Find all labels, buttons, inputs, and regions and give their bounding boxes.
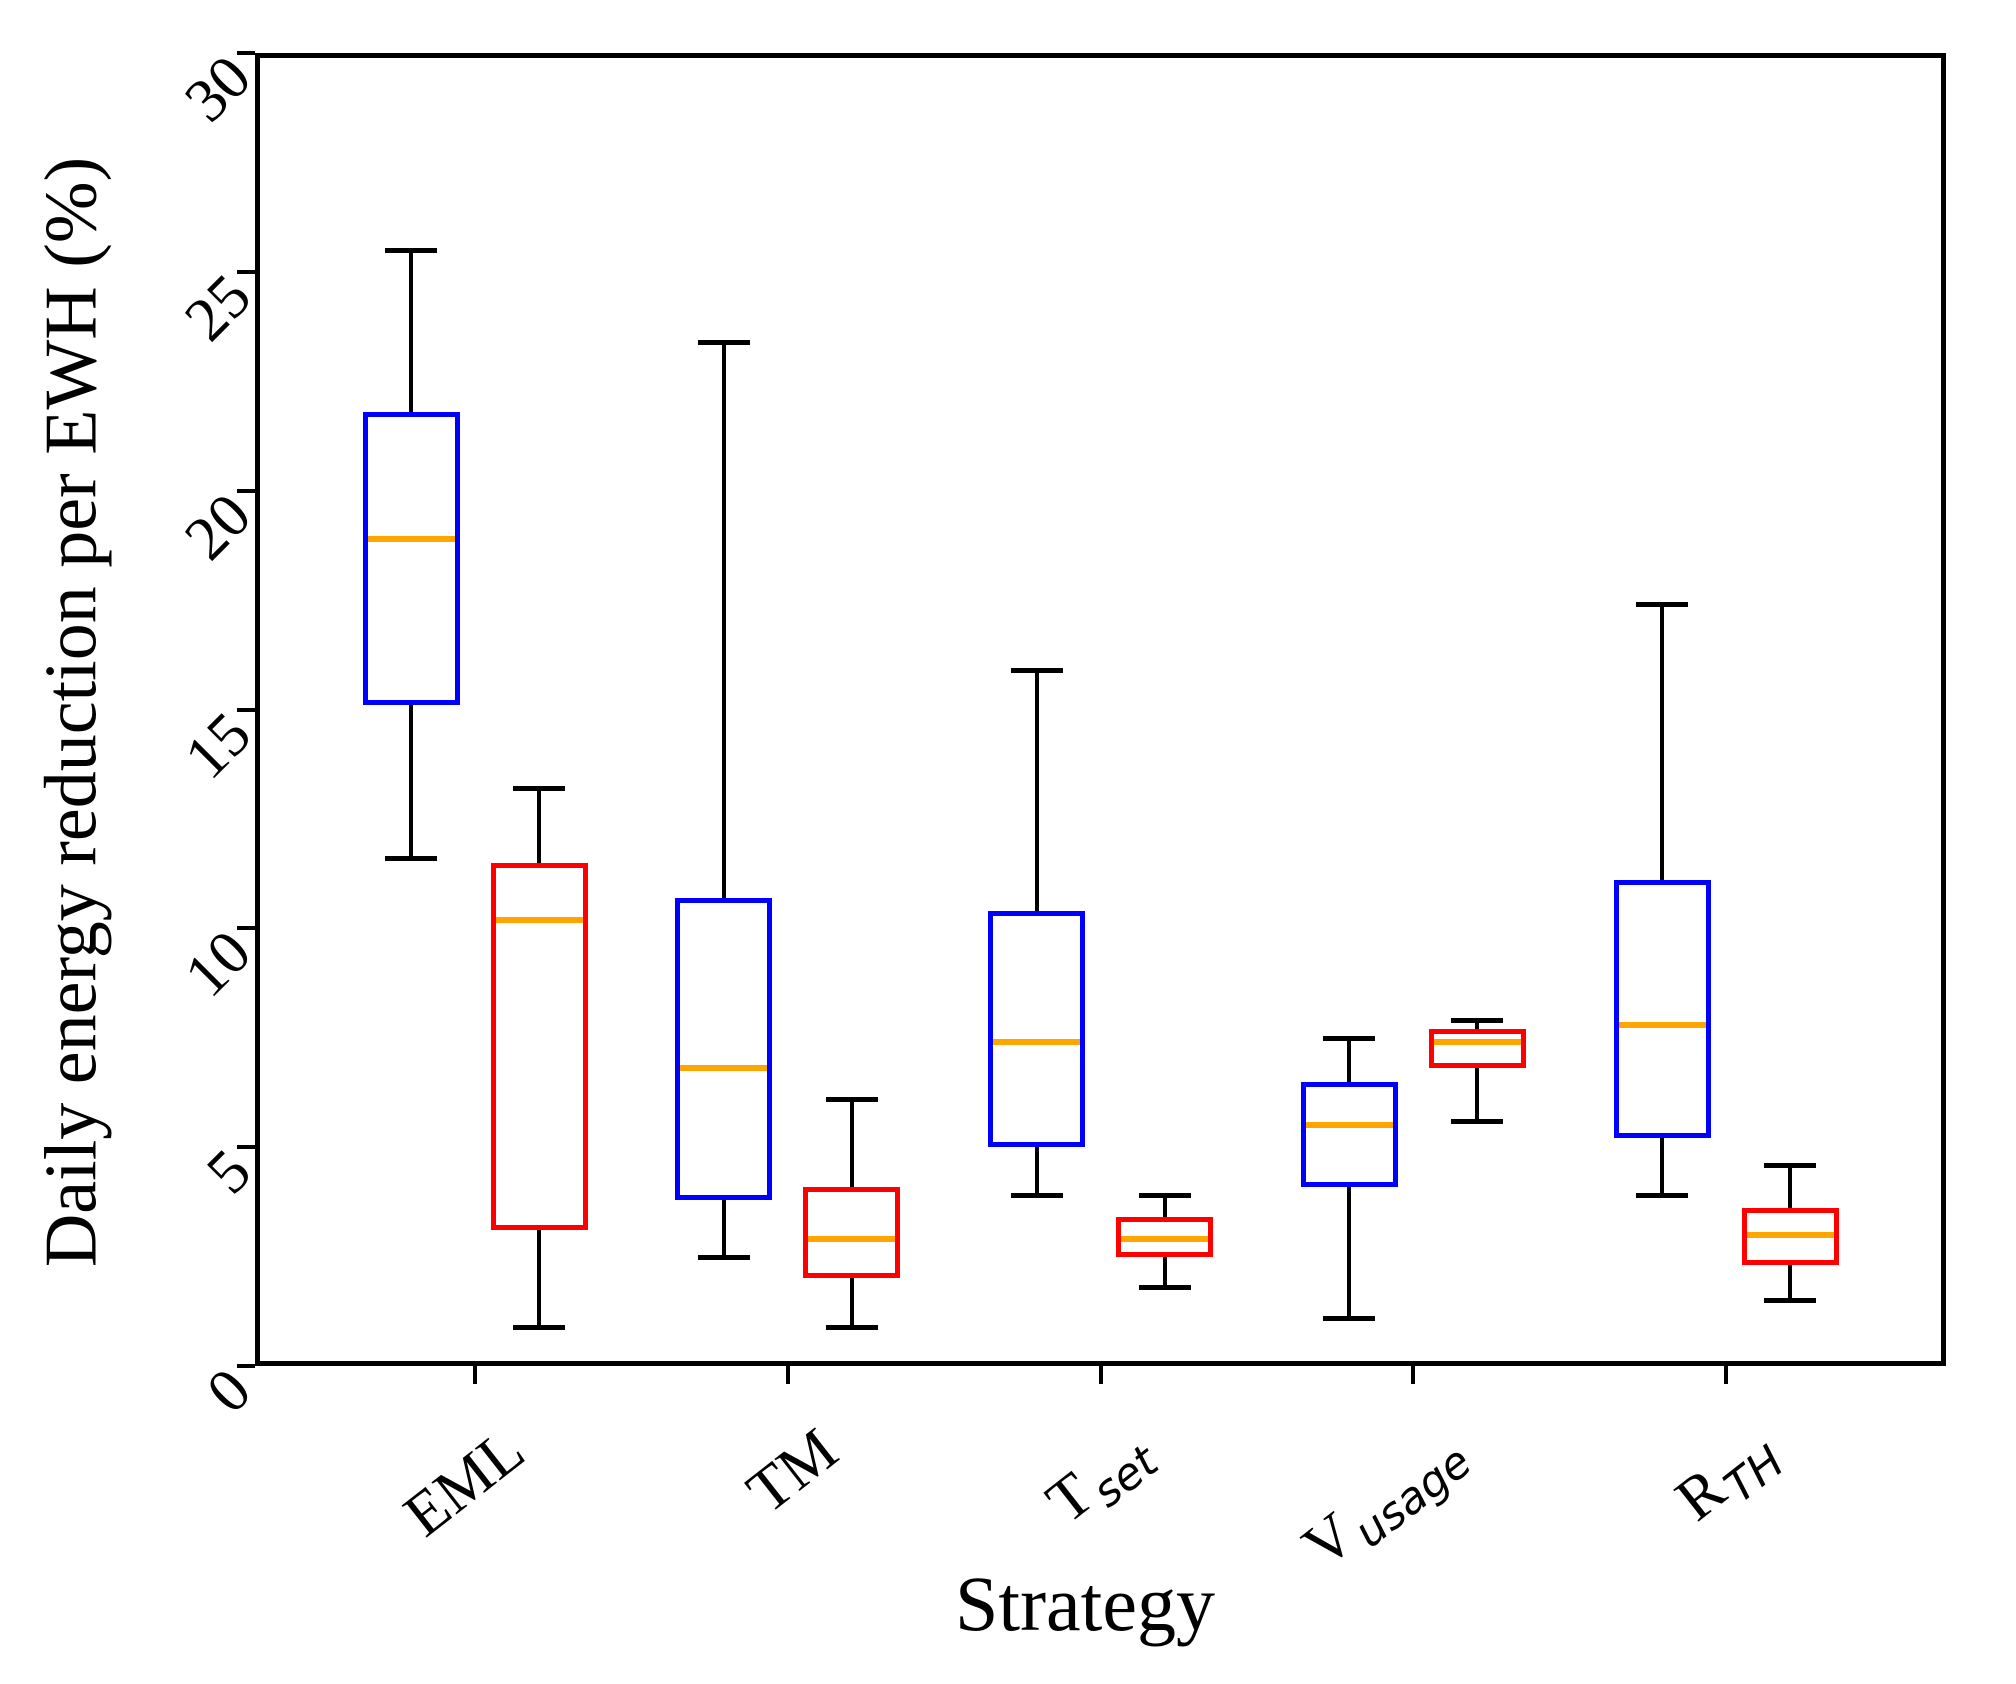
blue-box bbox=[1300, 1081, 1398, 1187]
median-line bbox=[680, 1065, 768, 1072]
upper-whisker-line bbox=[409, 249, 413, 412]
red-box bbox=[803, 1186, 901, 1279]
blue-box bbox=[988, 910, 1085, 1148]
lower-whisker-line bbox=[721, 1199, 726, 1257]
upper-whisker-line bbox=[1475, 1020, 1480, 1029]
lower-whisker-line bbox=[1660, 1138, 1664, 1196]
upper-whisker-line bbox=[1788, 1164, 1792, 1209]
x-axis-title: Strategy bbox=[955, 1560, 1215, 1647]
lower-whisker-line bbox=[537, 1230, 541, 1327]
upper-whisker-line bbox=[1034, 670, 1039, 911]
upper-whisker-line bbox=[1347, 1037, 1352, 1082]
upper-whisker-line bbox=[537, 788, 541, 863]
lower-whisker-cap bbox=[1010, 1193, 1063, 1199]
y-tick bbox=[237, 51, 255, 55]
upper-whisker-line bbox=[721, 341, 726, 898]
lower-whisker-cap bbox=[825, 1324, 878, 1330]
upper-whisker-cap bbox=[1138, 1193, 1191, 1199]
upper-whisker-line bbox=[1660, 604, 1664, 881]
red-box bbox=[1428, 1028, 1526, 1069]
x-tick-label: EML bbox=[392, 1415, 538, 1550]
median-line bbox=[1121, 1236, 1208, 1243]
x-tick bbox=[1724, 1366, 1728, 1384]
upper-whisker-cap bbox=[1451, 1018, 1504, 1024]
y-tick-label: 10 bbox=[172, 918, 265, 1011]
plot-area bbox=[255, 53, 1946, 1366]
median-line bbox=[808, 1236, 896, 1243]
upper-whisker-cap bbox=[513, 786, 565, 792]
upper-whisker-cap bbox=[1636, 602, 1688, 608]
median-line bbox=[1618, 1021, 1706, 1028]
lower-whisker-cap bbox=[697, 1254, 750, 1260]
y-tick-label: 30 bbox=[172, 42, 265, 135]
blue-box bbox=[675, 897, 773, 1200]
lower-whisker-line bbox=[1788, 1265, 1792, 1301]
x-tick-label: RTH bbox=[1663, 1418, 1793, 1536]
x-tick-label-main: EML bbox=[392, 1415, 538, 1550]
median-line bbox=[1746, 1231, 1834, 1238]
y-tick bbox=[237, 926, 255, 931]
upper-whisker-cap bbox=[825, 1097, 878, 1103]
x-tick-label-subscript: usage bbox=[1344, 1436, 1481, 1559]
y-tick bbox=[237, 707, 255, 712]
y-tick-label: 20 bbox=[172, 480, 265, 573]
lower-whisker-cap bbox=[1636, 1193, 1688, 1199]
median-line bbox=[367, 535, 455, 542]
lower-whisker-line bbox=[1347, 1186, 1352, 1318]
blue-box bbox=[1613, 880, 1711, 1139]
y-tick-label: 25 bbox=[172, 261, 265, 354]
lower-whisker-line bbox=[1162, 1256, 1167, 1288]
lower-whisker-cap bbox=[1323, 1315, 1376, 1321]
median-line bbox=[1433, 1039, 1521, 1046]
lower-whisker-line bbox=[1475, 1068, 1480, 1121]
x-tick-label: Tset bbox=[1035, 1418, 1168, 1539]
median-line bbox=[495, 916, 583, 923]
x-tick bbox=[785, 1366, 790, 1384]
median-line bbox=[1305, 1122, 1393, 1129]
lower-whisker-cap bbox=[1138, 1285, 1191, 1291]
x-tick-label: TM bbox=[734, 1415, 850, 1527]
upper-whisker-cap bbox=[697, 339, 750, 345]
lower-whisker-line bbox=[849, 1278, 854, 1327]
blue-box bbox=[362, 411, 460, 706]
upper-whisker-cap bbox=[385, 247, 437, 253]
upper-whisker-line bbox=[849, 1099, 854, 1187]
y-tick bbox=[237, 1145, 255, 1150]
lower-whisker-cap bbox=[1764, 1298, 1816, 1304]
y-tick bbox=[237, 488, 255, 493]
y-axis-title: Daily energy reduction per EWH (%) bbox=[30, 156, 113, 1268]
upper-whisker-cap bbox=[1764, 1162, 1816, 1168]
x-tick-label-main: TM bbox=[734, 1415, 850, 1527]
x-tick bbox=[1098, 1366, 1103, 1384]
lower-whisker-line bbox=[1034, 1147, 1039, 1196]
lower-whisker-cap bbox=[513, 1324, 565, 1330]
y-tick-label: 15 bbox=[172, 699, 265, 792]
x-tick bbox=[1411, 1366, 1416, 1384]
lower-whisker-line bbox=[409, 705, 413, 859]
y-tick bbox=[237, 269, 255, 274]
median-line bbox=[993, 1039, 1080, 1046]
upper-whisker-cap bbox=[1323, 1035, 1376, 1041]
x-tick bbox=[473, 1366, 477, 1384]
upper-whisker-cap bbox=[1010, 668, 1063, 674]
lower-whisker-cap bbox=[1451, 1118, 1504, 1124]
upper-whisker-line bbox=[1162, 1195, 1167, 1218]
x-tick-label: Vusage bbox=[1290, 1418, 1480, 1583]
lower-whisker-cap bbox=[385, 856, 437, 862]
red-box bbox=[490, 862, 588, 1231]
y-tick bbox=[237, 1364, 255, 1368]
